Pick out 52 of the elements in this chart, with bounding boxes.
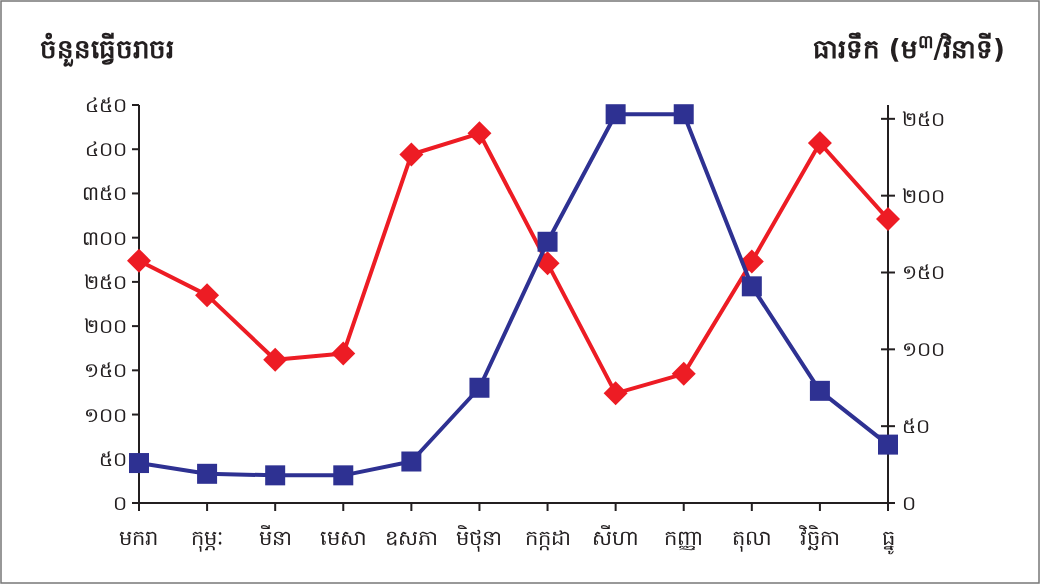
point	[331, 341, 356, 366]
x-tick-label: តុលា	[731, 526, 772, 552]
x-tick-label: កញ្ញា	[664, 526, 704, 551]
x-tick-label: កក្កដា	[524, 526, 571, 551]
point	[673, 104, 694, 125]
point	[467, 121, 492, 146]
point	[741, 276, 762, 297]
y2-tick-label: ២០០	[902, 183, 945, 208]
y-tick-label: ១៥០	[84, 358, 127, 383]
y2-tick-label: ២៥០	[902, 106, 945, 131]
point	[129, 453, 149, 474]
x-tick-label: មេសា	[319, 526, 367, 550]
y-tick-label: ៤០០	[85, 137, 127, 162]
point	[807, 131, 832, 156]
point	[333, 465, 354, 486]
x-tick-label: ឧសភា	[384, 526, 438, 550]
point	[469, 377, 490, 398]
y2-tick-label: ១៥០	[902, 260, 945, 285]
x-tick-label: សីហា	[592, 525, 640, 550]
y-tick-label: ៥០	[99, 446, 127, 471]
x-tick-label: មិថុនា	[456, 525, 503, 552]
x-tick-label: មករា	[119, 526, 159, 550]
point	[399, 142, 424, 167]
y2-tick-label: ១០០	[902, 337, 945, 362]
point	[876, 207, 900, 232]
y2-tick-label: ០	[902, 491, 916, 515]
y-tick-label: ០	[113, 491, 127, 515]
x-tick-label: កុម្ភៈ	[191, 526, 224, 552]
point	[127, 248, 151, 273]
point	[195, 283, 220, 308]
point	[265, 465, 286, 486]
y-tick-label: ៣៥០	[82, 181, 127, 206]
point	[401, 451, 422, 472]
y-tick-label: ៣០០	[82, 225, 127, 250]
point	[809, 380, 830, 401]
point	[197, 463, 218, 484]
y2-tick-label: ៥០	[902, 414, 930, 439]
y-tick-label: ២០០	[84, 314, 127, 339]
point	[671, 361, 696, 386]
point	[263, 347, 288, 372]
x-tick-label: មីនា	[258, 525, 292, 550]
y-axis-title: ចំនួនធ្វើចរាចរ	[40, 32, 174, 67]
point	[878, 434, 898, 455]
x-tick-label: វិច្ឆិកា	[797, 525, 840, 551]
point	[605, 104, 626, 125]
y-tick-label: ២៥០	[84, 269, 127, 294]
y-tick-label: ៤៥០	[85, 93, 127, 117]
point	[603, 381, 628, 406]
x-tick-label: ធ្នូ	[881, 526, 895, 555]
y2-axis-title: ធារទឹក (ម$^{៣}$/វិនាទី)	[812, 30, 1005, 64]
y-tick-label: ១០០	[84, 402, 127, 427]
point	[537, 231, 558, 252]
